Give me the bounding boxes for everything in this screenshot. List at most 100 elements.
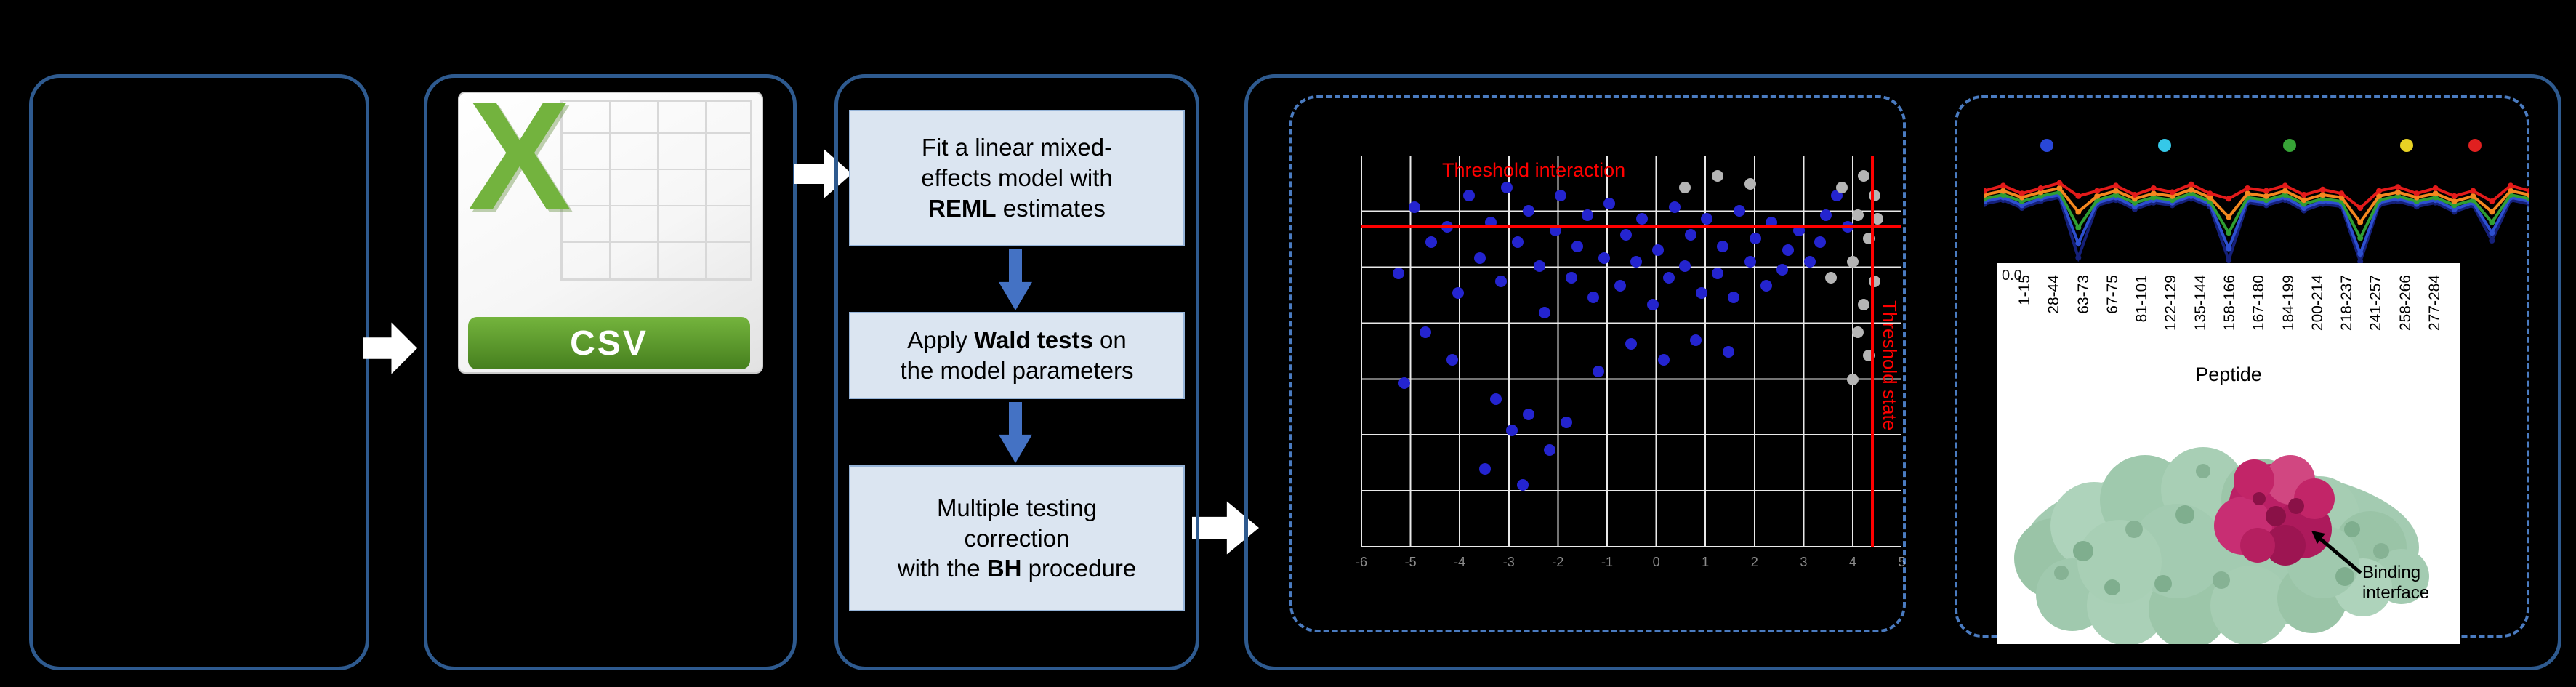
timepoint-dot	[2400, 139, 2414, 152]
kinetics-point	[2169, 189, 2175, 196]
scatter-point-significant	[1420, 326, 1432, 339]
step-text-bold: Wald tests	[974, 326, 1093, 354]
kinetics-point	[2395, 184, 2401, 190]
kinetics-point	[2075, 240, 2082, 246]
threshold-interaction-label: Threshold interaction	[1442, 159, 1626, 181]
protein-structure-image	[2014, 447, 2429, 644]
kinetics-point	[2451, 193, 2458, 199]
kinetics-point	[1984, 188, 1987, 194]
kinetics-point	[2376, 188, 2383, 194]
kinetics-point	[2226, 230, 2232, 236]
scatter-x-ticks: -6 -5 -4 -3 -2 -1 0 1 2 3 4 5	[1356, 555, 1906, 574]
scatter-dot-layer	[1361, 156, 1901, 547]
kinetics-point	[2319, 192, 2326, 198]
scatter-point-significant	[1663, 271, 1675, 284]
scatter-point-significant	[1619, 228, 1632, 241]
kinetics-point	[2395, 189, 2401, 196]
scatter-point-significant	[1603, 197, 1616, 209]
scatter-point-nonsignificant	[1825, 271, 1838, 284]
kinetics-point	[2245, 190, 2251, 197]
scatter-point-significant	[1782, 244, 1794, 257]
arrow-shape	[1192, 501, 1259, 555]
kinetics-line	[1984, 190, 2529, 241]
kinetics-point	[2357, 219, 2364, 225]
spreadsheet-grid	[560, 100, 752, 281]
kinetics-line	[1984, 196, 2529, 267]
step-bh-correction: Multiple testing correction with the BH …	[849, 465, 1185, 611]
peptide-tick-label: 122-129	[2162, 275, 2180, 332]
results-panel	[1244, 74, 2561, 670]
kinetics-chart	[1984, 118, 2529, 275]
scatter-point-significant	[1630, 256, 1643, 268]
kinetics-line	[1984, 181, 2529, 210]
csv-file-icon: X CSV	[458, 79, 763, 374]
kinetics-point	[2282, 182, 2288, 189]
kinetics-point	[2357, 251, 2364, 257]
csv-panel	[424, 74, 797, 670]
kinetics-point	[2413, 190, 2420, 197]
kinetics-point	[2263, 188, 2269, 194]
kinetics-point	[2376, 193, 2383, 199]
peptide-tick-label: 241-257	[2367, 275, 2385, 332]
kinetics-point	[2489, 219, 2495, 225]
arrow-shape	[363, 322, 417, 374]
step-bh-correction-text: Multiple testing correction with the BH …	[850, 493, 1183, 584]
model-panel	[834, 74, 1199, 670]
scatter-point-significant	[1614, 279, 1627, 292]
scatter-x-tick-label: 1	[1702, 555, 1710, 569]
scatter-point-significant	[1409, 201, 1421, 213]
kinetics-point	[2188, 186, 2194, 193]
results-detail-subpanel: 0.0 1-15 28-44 63-73 67-75 81-101 122-129 135-…	[1955, 95, 2529, 644]
scatter-point-nonsignificant	[1679, 182, 1691, 194]
peptide-panel: 0.0 1-15 28-44 63-73 67-75 81-101 122-129 135-…	[1997, 263, 2460, 644]
scatter-point-significant	[1712, 268, 1724, 280]
kinetics-point	[2075, 193, 2082, 199]
scatter-point-significant	[1566, 271, 1578, 284]
kinetics-point	[2245, 185, 2251, 191]
scatter-point-significant	[1560, 416, 1572, 428]
kinetics-point	[2489, 209, 2495, 215]
scatter-point-significant	[1425, 236, 1437, 249]
peptide-axis-label: Peptide	[2195, 363, 2262, 385]
kinetics-point	[2131, 192, 2138, 198]
kinetics-point	[2226, 196, 2232, 202]
kinetics-point	[2432, 185, 2439, 191]
kinetics-point	[2470, 193, 2476, 199]
binding-interface-label: Binding interface	[2362, 563, 2430, 603]
flow-arrow-right-3-icon	[1192, 501, 1259, 555]
scatter-point-significant	[1398, 377, 1410, 390]
peptide-tick-label: 81-101	[2133, 275, 2151, 323]
scatter-point-nonsignificant	[1857, 169, 1869, 182]
timepoint-dot	[2157, 139, 2171, 152]
peptide-tick-label: 184-199	[2279, 275, 2297, 332]
kinetics-point	[2319, 186, 2326, 193]
kinetics-point	[2094, 188, 2101, 194]
kinetics-point	[2489, 238, 2495, 244]
step-text-bold: BH	[986, 555, 1022, 582]
kinetics-point	[2150, 190, 2157, 197]
peptide-tick-label: 167-180	[2250, 275, 2268, 332]
scatter-point-significant	[1717, 240, 1729, 252]
kinetics-point	[2301, 192, 2307, 198]
kinetics-point	[2357, 235, 2364, 241]
kinetics-point	[2357, 258, 2364, 265]
threshold-state-line	[1871, 156, 1874, 547]
peptide-tick-label: 200-214	[2309, 275, 2326, 332]
binding-interface-region	[2214, 455, 2335, 566]
scatter-point-significant	[1750, 232, 1762, 244]
scatter-point-significant	[1490, 393, 1502, 405]
step-wald-tests-text: Apply Wald tests on the model parameters	[850, 325, 1183, 386]
peptide-tick-label: 218-237	[2338, 275, 2356, 332]
timepoint-dot	[2468, 139, 2482, 152]
step-text-pre: Multiple testing correction with the	[897, 494, 1098, 582]
scatter-point-significant	[1511, 236, 1524, 249]
scatter-point-significant	[1814, 236, 1827, 249]
kinetics-point	[2150, 185, 2157, 191]
kinetics-point	[2226, 257, 2232, 263]
arrow-shape	[999, 249, 1032, 310]
scatter-point-significant	[1733, 205, 1745, 217]
scatter-point-significant	[1462, 189, 1475, 201]
kinetics-line	[1984, 193, 2529, 258]
scatter-point-significant	[1446, 353, 1459, 366]
volcano-subpanel: Threshold interaction Threshold state -6…	[1289, 95, 1906, 632]
